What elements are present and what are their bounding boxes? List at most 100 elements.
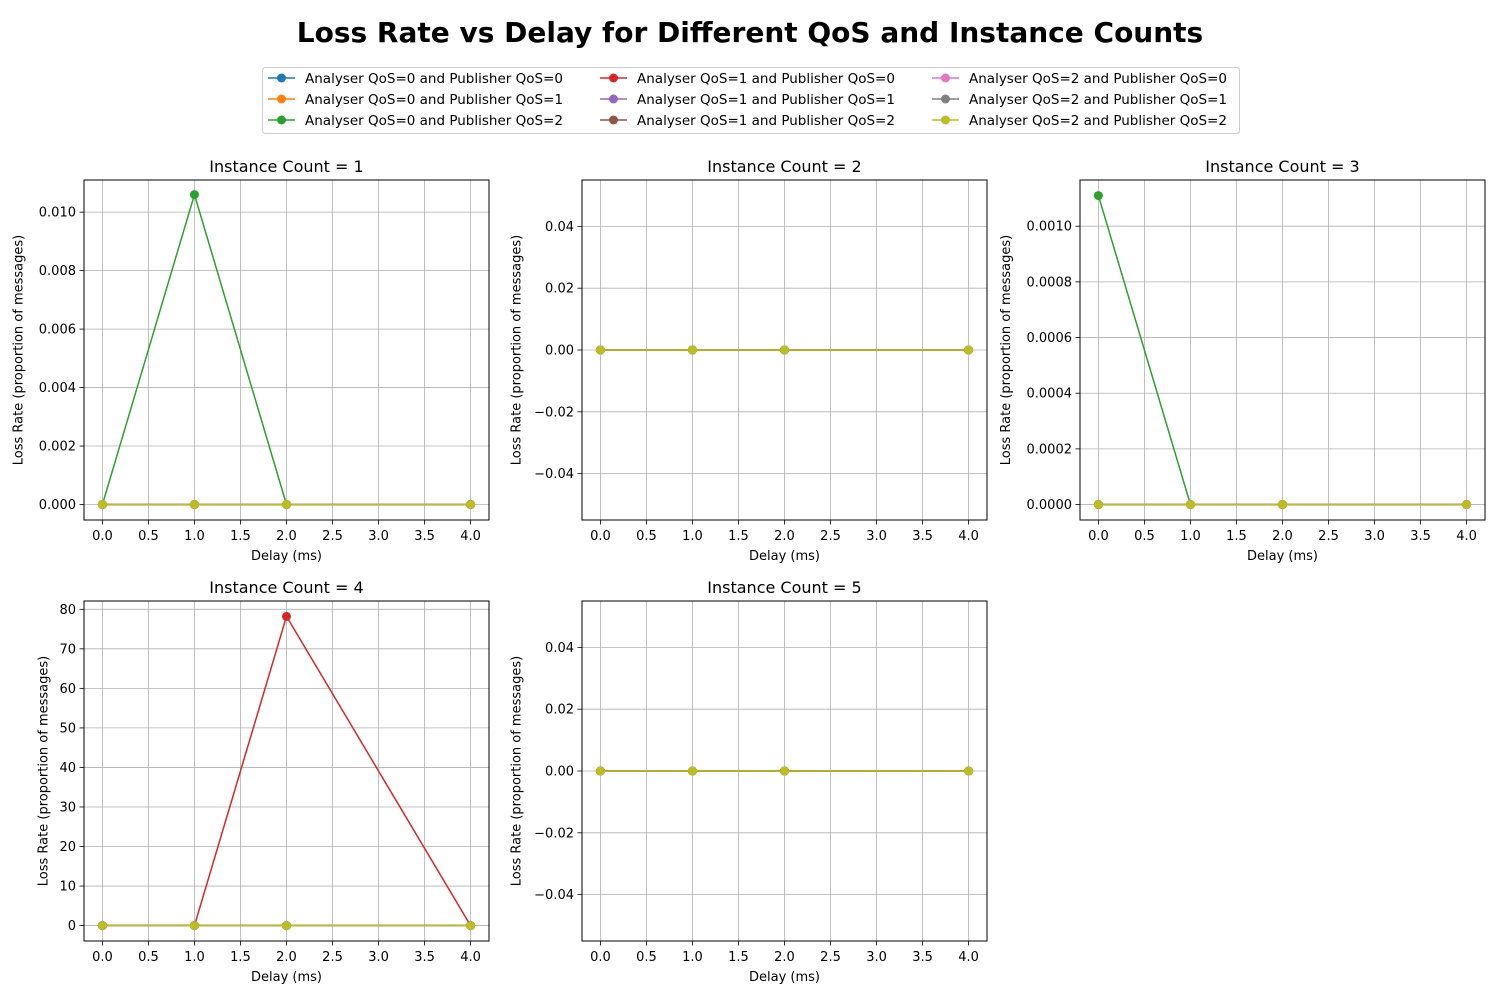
data-point: [964, 766, 974, 776]
legend-entry: Analyser QoS=0 and Publisher QoS=0: [268, 71, 563, 87]
data-point: [1093, 500, 1103, 510]
x-tick-label: 4.0: [958, 950, 979, 965]
legend-label: Analyser QoS=0 and Publisher QoS=2: [305, 113, 563, 129]
y-tick-label: 0: [68, 919, 76, 934]
grid: [84, 180, 489, 520]
x-tick-label: 1.5: [230, 529, 251, 544]
x-tick-label: 2.0: [276, 950, 297, 965]
legend-entry: Analyser QoS=0 and Publisher QoS=1: [268, 92, 563, 108]
data-point: [282, 500, 291, 510]
legend-entry: Analyser QoS=2 and Publisher QoS=0: [932, 71, 1227, 87]
data-point: [189, 190, 199, 200]
x-tick-label: 2.5: [1318, 529, 1339, 544]
y-tick-label: 0.000: [39, 498, 76, 513]
x-tick-label: 1.5: [728, 950, 749, 965]
grid: [1080, 180, 1485, 520]
x-tick-label: 1.5: [1226, 529, 1247, 544]
x-axis-label: Delay (ms): [1247, 549, 1318, 564]
data-point: [466, 500, 476, 510]
x-tick-label: 4.0: [1456, 529, 1477, 544]
x-tick-label: 0.5: [138, 950, 159, 965]
x-tick-label: 3.5: [414, 529, 435, 544]
x-tick-label: 1.0: [1180, 529, 1201, 544]
x-tick-label: 0.5: [1134, 529, 1155, 544]
x-tick-label: 3.5: [912, 529, 933, 544]
y-tick-label: 0.0000: [1027, 498, 1073, 513]
y-tick-label: −0.02: [534, 405, 574, 420]
data-point: [189, 921, 199, 931]
subplot-title: Instance Count = 4: [209, 578, 363, 597]
y-tick-label: 0.00: [545, 765, 574, 780]
x-tick-label: 2.0: [276, 529, 297, 544]
y-tick-label: 0.006: [39, 323, 76, 338]
y-tick-label: 0.0006: [1027, 331, 1073, 346]
data-point: [687, 766, 697, 776]
data-point: [687, 345, 697, 355]
legend-marker-swatch: [277, 94, 286, 104]
legend-entry: Analyser QoS=1 and Publisher QoS=1: [600, 92, 895, 108]
x-tick-label: 1.0: [682, 529, 703, 544]
y-tick-label: 0.00: [545, 344, 574, 359]
legend-marker-swatch: [941, 115, 950, 125]
series-group: [595, 766, 974, 776]
subplot-4: 0.0 0.5 1.0 1.5 2.0 2.5 3.0 3.5 4.0 0 10 20 30 40 50 60…: [36, 578, 490, 985]
series-line: [97, 500, 476, 510]
subplot-1: 0.0 0.5 1.0 1.5 2.0 2.5 3.0 3.5 4.0 0.000 0.002 0.0…: [12, 157, 490, 564]
data-point: [282, 611, 291, 621]
subplot-title: Instance Count = 2: [707, 157, 861, 176]
data-point: [1462, 500, 1472, 510]
legend-label: Analyser QoS=2 and Publisher QoS=2: [969, 113, 1227, 129]
x-tick-label: 2.0: [1272, 529, 1293, 544]
x-tick-label: 3.0: [368, 529, 389, 544]
y-tick-label: 0.04: [545, 220, 574, 235]
figure-title: Loss Rate vs Delay for Different QoS and…: [297, 16, 1203, 49]
y-tick-label: 0.02: [545, 703, 574, 718]
y-tick-label: 10: [59, 880, 76, 895]
x-tick-label: 3.0: [1364, 529, 1385, 544]
legend-entry: Analyser QoS=1 and Publisher QoS=2: [600, 113, 895, 129]
y-tick-label: 30: [59, 800, 76, 815]
subplot-title: Instance Count = 1: [209, 157, 363, 176]
y-axis-label: Loss Rate (proportion of messages): [999, 235, 1014, 465]
series-line: [1093, 500, 1472, 510]
y-tick-label: 0.008: [39, 264, 76, 279]
data-point: [780, 345, 789, 355]
series-line: [595, 766, 974, 776]
x-tick-label: 1.0: [184, 529, 205, 544]
subplot-2: 0.0 0.5 1.0 1.5 2.0 2.5 3.0 3.5 4.0 −0.04 −0.02 0.0…: [510, 157, 988, 564]
legend-marker-swatch: [941, 73, 950, 83]
data-point: [189, 500, 199, 510]
x-tick-label: 4.0: [460, 950, 481, 965]
x-tick-label: 0.0: [92, 950, 113, 965]
legend-label: Analyser QoS=0 and Publisher QoS=0: [305, 71, 563, 87]
legend-label: Analyser QoS=0 and Publisher QoS=1: [305, 92, 563, 108]
series-line: [97, 921, 476, 931]
y-axis-label: Loss Rate (proportion of messages): [510, 235, 525, 465]
legend-marker-swatch: [277, 73, 286, 83]
x-tick-label: 4.0: [958, 529, 979, 544]
x-tick-label: 0.5: [636, 529, 657, 544]
y-tick-label: 80: [59, 603, 76, 618]
x-tick-label: 3.0: [866, 529, 887, 544]
legend-marker-swatch: [609, 94, 618, 104]
legend-label: Analyser QoS=1 and Publisher QoS=0: [637, 71, 895, 87]
y-axis-label: Loss Rate (proportion of messages): [510, 656, 525, 886]
legend-label: Analyser QoS=1 and Publisher QoS=1: [637, 92, 895, 108]
series-group: [97, 611, 476, 931]
data-point: [282, 921, 291, 931]
x-tick-label: 0.0: [590, 950, 611, 965]
data-point: [1278, 500, 1287, 510]
y-tick-label: 0.04: [545, 641, 574, 656]
legend-marker-swatch: [609, 73, 618, 83]
x-tick-label: 3.5: [1410, 529, 1431, 544]
x-tick-label: 1.0: [682, 950, 703, 965]
x-tick-label: 0.0: [590, 529, 611, 544]
legend-entry: Analyser QoS=0 and Publisher QoS=2: [268, 113, 563, 129]
y-tick-label: 60: [59, 682, 76, 697]
y-tick-label: 0.02: [545, 282, 574, 297]
x-tick-label: 1.5: [728, 529, 749, 544]
y-tick-label: 0.0008: [1027, 275, 1073, 290]
data-point: [595, 766, 605, 776]
series-group: [595, 345, 974, 355]
